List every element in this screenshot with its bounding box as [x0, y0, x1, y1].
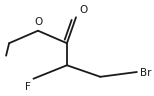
Text: O: O	[79, 5, 87, 15]
Text: F: F	[24, 82, 30, 92]
Text: Br: Br	[140, 68, 151, 78]
Text: O: O	[34, 17, 42, 27]
